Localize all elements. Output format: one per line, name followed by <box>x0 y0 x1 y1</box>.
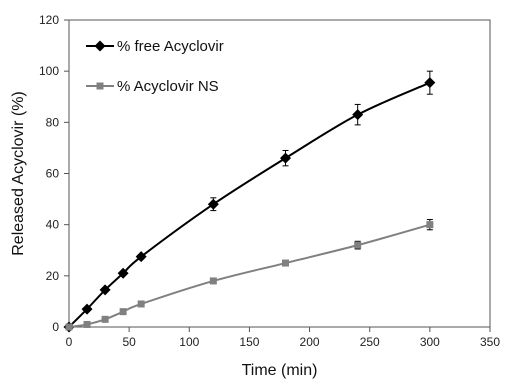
y-tick-label: 40 <box>46 218 60 232</box>
data-point <box>280 152 292 164</box>
x-tick-label: 100 <box>179 335 199 349</box>
x-tick-label: 150 <box>239 335 259 349</box>
y-axis-title: Released Acyclovir (%) <box>10 91 27 256</box>
x-tick-label: 300 <box>420 335 440 349</box>
y-tick-label: 120 <box>39 13 59 27</box>
data-point <box>426 221 434 229</box>
x-tick-label: 200 <box>300 335 320 349</box>
data-point <box>83 320 91 328</box>
data-point <box>424 77 436 89</box>
x-tick-label: 350 <box>480 335 500 349</box>
legend-marker <box>96 82 104 90</box>
data-point <box>81 303 93 315</box>
data-point <box>209 277 217 285</box>
data-point <box>137 300 145 308</box>
y-tick-label: 0 <box>52 320 59 334</box>
series-1 <box>63 70 436 333</box>
data-point <box>117 267 129 279</box>
data-point <box>101 315 109 323</box>
data-point <box>119 308 127 316</box>
y-axis-ticks: 0 20 40 60 80 100 120 <box>39 13 69 334</box>
data-point <box>282 259 290 267</box>
x-axis-title: Time (min) <box>242 362 318 379</box>
data-point <box>207 198 219 210</box>
y-tick-label: 20 <box>46 269 60 283</box>
data-point <box>99 284 111 296</box>
legend-marker <box>94 40 106 52</box>
x-tick-label: 250 <box>360 335 380 349</box>
data-point <box>354 241 362 249</box>
data-point <box>65 323 73 331</box>
legend-label: % Acyclovir NS <box>117 78 219 95</box>
series-2 <box>65 219 434 331</box>
series-line <box>68 81 431 328</box>
x-tick-label: 50 <box>122 335 136 349</box>
data-point <box>352 109 364 121</box>
x-axis-ticks: 0 50 100 150 200 250 300 350 <box>66 327 500 349</box>
x-tick-label: 0 <box>66 335 73 349</box>
plot-area <box>68 19 491 328</box>
y-tick-label: 80 <box>46 115 60 129</box>
plot-frame <box>68 19 491 328</box>
y-tick-label: 60 <box>46 167 60 181</box>
legend: % free Acyclovir % Acyclovir NS <box>86 38 224 95</box>
series-line <box>68 223 431 328</box>
legend-item: % Acyclovir NS <box>86 78 219 95</box>
data-point <box>135 251 147 263</box>
legend-item: % free Acyclovir <box>86 38 224 55</box>
series-layer <box>63 70 436 333</box>
y-tick-label: 100 <box>39 64 59 78</box>
legend-label: % free Acyclovir <box>117 38 224 55</box>
